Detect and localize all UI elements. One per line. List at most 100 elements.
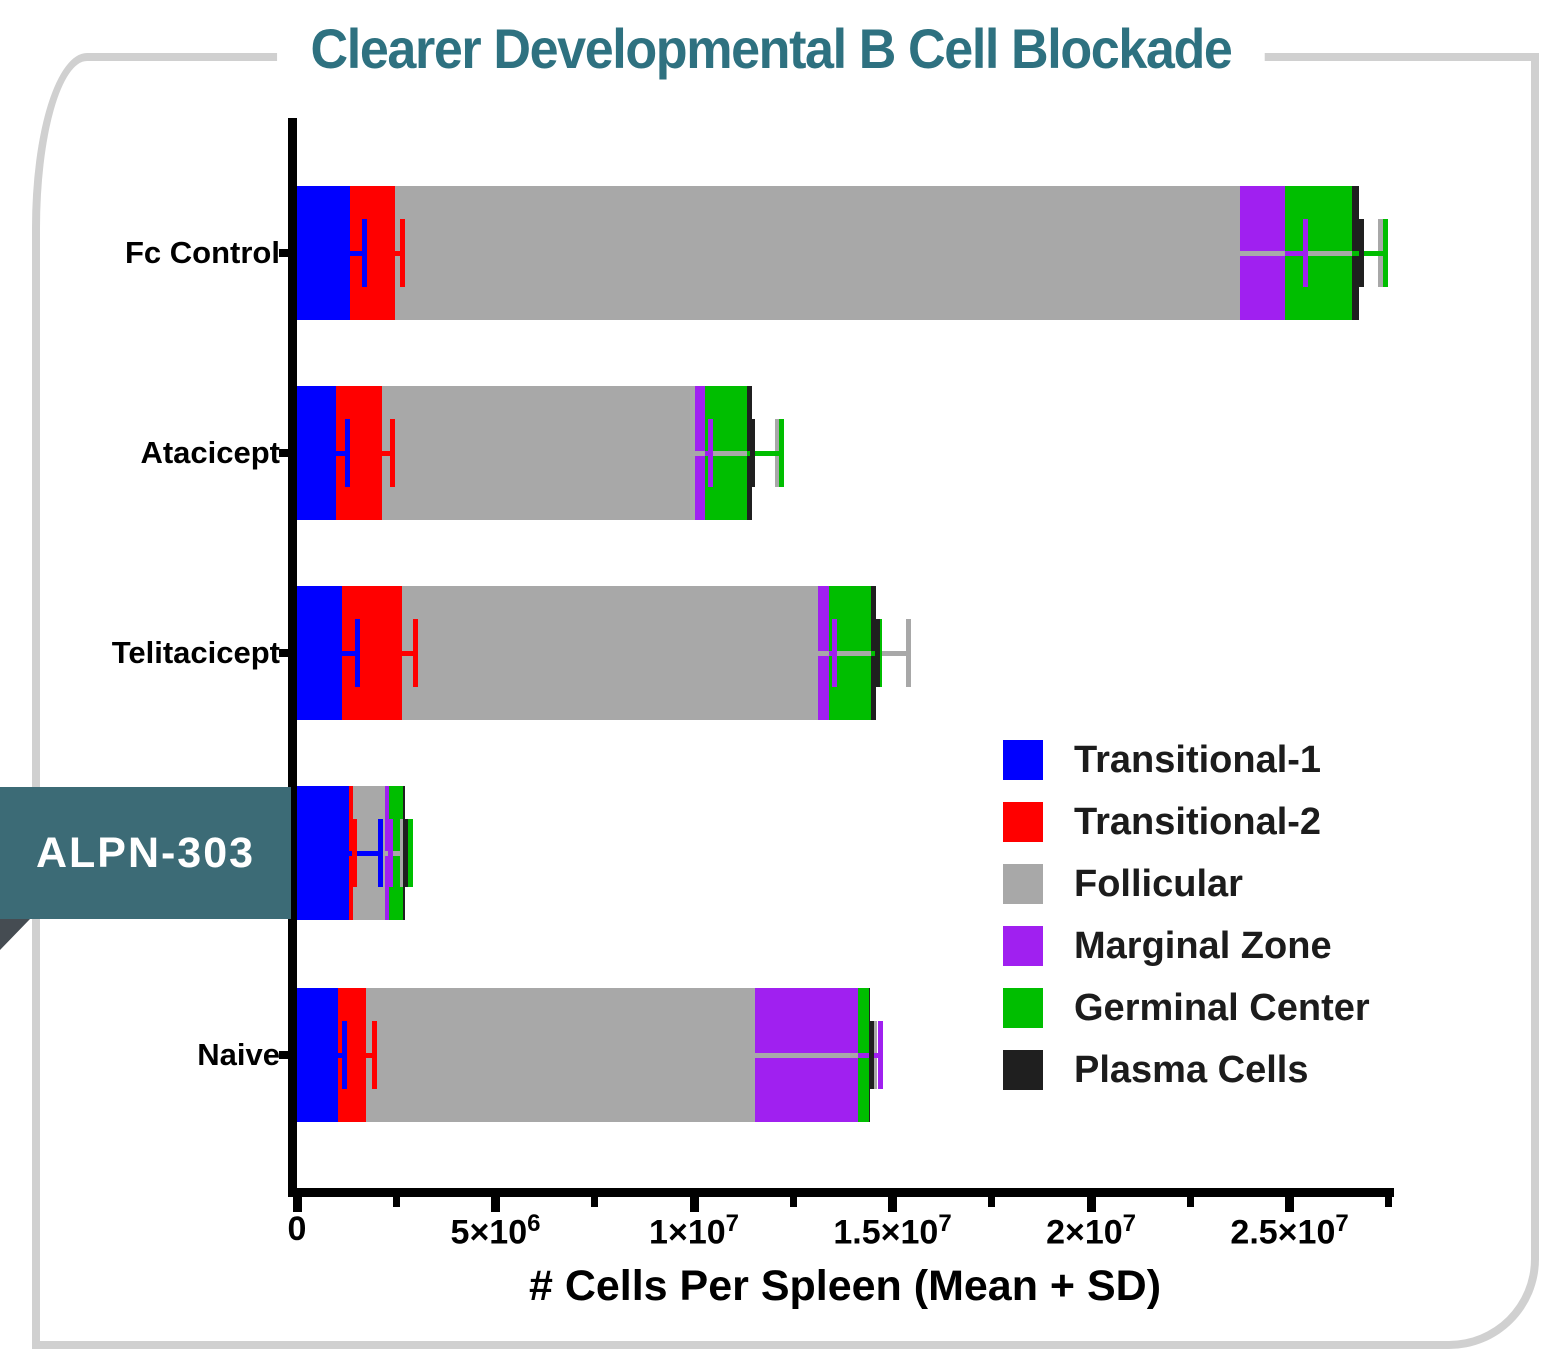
legend-item-plasma-cells: Plasma Cells [1003, 1047, 1370, 1093]
bar-segment-telitacicept-follicular [401, 586, 818, 720]
x-minor-tick-17500000 [988, 1197, 996, 1207]
error-cap-atacicept-marginal-zone [707, 419, 713, 487]
legend-label-transitional-2: Transitional-2 [1074, 800, 1322, 843]
bar-segment-naive-follicular [365, 988, 756, 1122]
error-cap-alpn-303-follicular [399, 819, 405, 887]
x-major-tick-10000000 [689, 1197, 699, 1212]
error-cap-fc-control-transitional-1 [362, 219, 368, 287]
legend-item-marginal-zone: Marginal Zone [1003, 923, 1370, 969]
error-line-telitacicept-transitional-2 [401, 650, 415, 656]
x-tick-label-20000000: 2×107 [1046, 1210, 1137, 1252]
x-axis-title: # Cells Per Spleen (Mean + SD) [528, 1262, 1162, 1310]
x-minor-tick-2500000 [392, 1197, 400, 1207]
error-cap-telitacicept-marginal-zone [832, 619, 838, 687]
y-tick-naive [279, 1051, 294, 1059]
legend-item-germinal-center: Germinal Center [1003, 985, 1370, 1031]
error-cap-naive-transitional-1 [341, 1021, 347, 1089]
error-cap-naive-plasma-cells [868, 1021, 874, 1089]
error-line-fc-control-follicular [1239, 250, 1381, 256]
error-cap-alpn-303-plasma-cells [402, 819, 408, 887]
y-label-fc-control: Fc Control [125, 235, 280, 270]
error-cap-naive-marginal-zone [877, 1021, 883, 1089]
x-major-tick-20000000 [1086, 1197, 1096, 1212]
x-minor-tick-22500000 [1186, 1197, 1194, 1207]
bar-segment-fc-control-transitional-1 [297, 186, 351, 320]
error-line-fc-control-germinal-center [1351, 250, 1386, 256]
error-cap-telitacicept-transitional-1 [354, 619, 360, 687]
legend-swatch-marginal-zone [1003, 926, 1043, 966]
x-major-tick-15000000 [888, 1197, 898, 1212]
error-cap-fc-control-germinal-center [1383, 219, 1389, 287]
y-label-naive: Naive [197, 1037, 280, 1072]
bar-segment-telitacicept-transitional-1 [297, 586, 342, 720]
error-line-atacicept-marginal-zone [705, 450, 710, 456]
legend: Transitional-1 Transitional-2 Follicular Ma… [1003, 737, 1370, 1109]
error-line-naive-transitional-1 [337, 1052, 344, 1058]
error-line-telitacicept-transitional-1 [341, 650, 357, 656]
legend-item-transitional-1: Transitional-1 [1003, 737, 1370, 783]
y-axis-line [288, 118, 297, 1197]
error-line-fc-control-transitional-1 [350, 250, 365, 256]
error-line-atacicept-transitional-2 [381, 450, 392, 456]
error-line-fc-control-transitional-2 [395, 250, 402, 256]
legend-item-follicular: Follicular [1003, 861, 1370, 907]
y-tick-telitacicept [279, 649, 294, 657]
error-cap-telitacicept-plasma-cells [874, 619, 880, 687]
x-minor-tick-27500000 [1385, 1197, 1393, 1207]
bar-segment-alpn-303-transitional-1 [297, 786, 350, 920]
bar-segment-atacicept-transitional-1 [297, 386, 336, 520]
error-cap-telitacicept-follicular [906, 619, 912, 687]
error-cap-alpn-303-germinal-center [408, 819, 414, 887]
legend-swatch-transitional-1 [1003, 740, 1043, 780]
x-minor-tick-7500000 [591, 1197, 599, 1207]
error-line-naive-follicular [755, 1052, 874, 1058]
legend-swatch-germinal-center [1003, 988, 1043, 1028]
legend-swatch-follicular [1003, 864, 1043, 904]
legend-swatch-plasma-cells [1003, 1050, 1043, 1090]
bar-segment-naive-transitional-1 [297, 988, 338, 1122]
legend-label-plasma-cells: Plasma Cells [1074, 1048, 1309, 1091]
error-cap-fc-control-transitional-2 [399, 219, 405, 287]
error-line-fc-control-marginal-zone [1285, 250, 1305, 256]
legend-label-transitional-1: Transitional-1 [1074, 738, 1322, 781]
x-tick-label-0: 0 [287, 1210, 307, 1248]
error-cap-fc-control-plasma-cells [1359, 219, 1365, 287]
error-cap-atacicept-transitional-1 [344, 419, 350, 487]
x-tick-label-15000000: 1.5×107 [833, 1210, 952, 1252]
error-line-alpn-303-transitional-1 [349, 850, 380, 856]
x-axis-line [288, 1188, 1394, 1197]
error-cap-atacicept-transitional-2 [389, 419, 395, 487]
x-major-tick-25000000 [1285, 1197, 1295, 1212]
alpn-303-callout-label: ALPN-303 [35, 828, 256, 877]
y-label-atacicept: Atacicept [140, 435, 280, 470]
error-line-telitacicept-marginal-zone [829, 650, 835, 656]
y-tick-fc-control [279, 249, 294, 257]
error-cap-naive-transitional-2 [371, 1021, 377, 1089]
bar-segment-atacicept-follicular [381, 386, 696, 520]
x-major-tick-0 [292, 1197, 302, 1212]
bar-segment-fc-control-follicular [395, 186, 1240, 320]
alpn-303-callout-fold [0, 919, 30, 950]
error-cap-alpn-303-marginal-zone [387, 819, 393, 887]
chart-title: Clearer Developmental B Cell Blockade [277, 16, 1265, 81]
y-tick-atacicept [279, 449, 294, 457]
legend-label-germinal-center: Germinal Center [1074, 986, 1370, 1029]
error-cap-fc-control-marginal-zone [1302, 219, 1308, 287]
error-line-atacicept-germinal-center [746, 450, 781, 456]
alpn-303-callout: ALPN-303 [0, 787, 291, 919]
error-line-alpn-303-follicular [385, 850, 402, 856]
error-line-telitacicept-follicular [817, 650, 909, 656]
x-major-tick-5000000 [491, 1197, 501, 1212]
error-line-atacicept-transitional-1 [335, 450, 347, 456]
y-label-telitacicept: Telitacicept [111, 635, 280, 670]
x-minor-tick-12500000 [789, 1197, 797, 1207]
error-line-naive-transitional-2 [365, 1052, 374, 1058]
legend-label-marginal-zone: Marginal Zone [1074, 924, 1332, 967]
error-cap-telitacicept-transitional-2 [412, 619, 418, 687]
error-cap-atacicept-plasma-cells [750, 419, 756, 487]
error-line-atacicept-follicular [695, 450, 778, 456]
legend-swatch-transitional-2 [1003, 802, 1043, 842]
x-tick-label-10000000: 1×107 [649, 1210, 740, 1252]
